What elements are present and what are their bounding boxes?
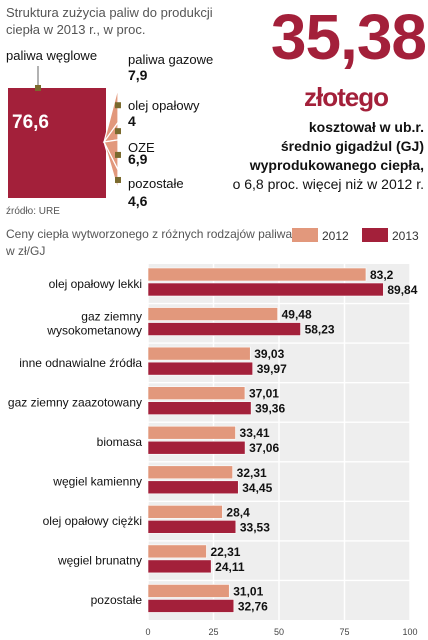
headline-line-1: kosztował w ub.r. — [308, 119, 424, 135]
bar-2013 — [147, 440, 246, 455]
pie-slice-0 — [8, 88, 106, 198]
bar-value-label: 39,36 — [255, 402, 285, 416]
category-label: węgiel kamienny — [52, 475, 142, 489]
category-label: olej opałowy lekki — [49, 277, 142, 291]
category-label: biomasa — [97, 435, 143, 449]
pie-marker — [115, 102, 121, 109]
x-tick-label: 0 — [145, 627, 150, 637]
pie-category-label: paliwa węglowe — [6, 48, 97, 63]
price-bar-chart: Ceny ciepła wytworzonego z różnych rodza… — [5, 227, 419, 637]
bar-value-label: 39,97 — [257, 362, 287, 376]
pie-marker — [115, 151, 121, 158]
category-label: węgiel brunatny — [57, 554, 142, 568]
bar-2012 — [147, 584, 230, 598]
headline-description: kosztował w ub.r. średnio gigadżul (GJ) … — [228, 118, 424, 194]
bar-2012 — [147, 425, 236, 440]
headline-line-3: wyprodukowanego ciepła, — [249, 157, 424, 173]
pie-category-label: OZE — [128, 140, 155, 155]
bar-2012 — [147, 346, 251, 361]
bar-title: Ceny ciepła wytworzonego z różnych rodza… — [6, 227, 292, 241]
bar-2013 — [147, 282, 384, 297]
bar-2012 — [147, 267, 367, 282]
pie-source: źródło: URE — [6, 206, 60, 217]
bar-value-label: 34,45 — [242, 481, 272, 495]
bar-2013 — [147, 520, 237, 534]
legend-swatch-2012 — [292, 228, 318, 242]
x-tick-label: 50 — [274, 627, 284, 637]
bar-value-label: 33,41 — [240, 426, 270, 440]
bar-2013 — [147, 559, 212, 574]
legend-label-2012: 2012 — [322, 229, 349, 243]
category-label: wysokometanowy — [46, 323, 142, 337]
bar-2012 — [147, 307, 278, 321]
pie-marker — [115, 128, 121, 135]
pie-value-label: 7,9 — [128, 67, 148, 83]
bar-value-label: 37,01 — [249, 387, 279, 401]
pie-title-line: ciepła w 2013 r., w proc. — [6, 22, 145, 37]
bar-value-label: 24,11 — [215, 560, 245, 574]
bar-2012 — [147, 544, 207, 559]
headline-value: 35,38 — [270, 1, 427, 73]
headline-unit: złotego — [304, 82, 389, 112]
category-label: inne odnawialne źródła — [19, 356, 142, 370]
pie-category-label: pozostałe — [128, 176, 184, 191]
fuel-structure-chart: Struktura zużycia paliw do produkcji ciep… — [6, 5, 213, 217]
pie-category-label: olej opałowy — [128, 98, 200, 113]
legend-label-2013: 2013 — [392, 229, 419, 243]
category-label: olej opałowy ciężki — [43, 514, 142, 528]
bar-2013 — [147, 599, 235, 613]
bar-value-label: 22,31 — [210, 545, 240, 559]
bar-2013 — [147, 361, 254, 376]
bar-2012 — [147, 386, 246, 400]
pie-value-label: 4,6 — [128, 193, 148, 209]
bar-value-label: 58,23 — [305, 323, 335, 337]
x-tick-label: 100 — [402, 627, 417, 637]
pie-value-label: 4 — [128, 113, 136, 129]
bar-2012 — [147, 505, 223, 519]
bar-2012 — [147, 465, 233, 480]
bar-value-label: 89,84 — [387, 283, 417, 297]
headline-line-2: średnio gigadżul (GJ) — [280, 138, 424, 154]
bar-value-label: 28,4 — [226, 505, 250, 519]
bar-2013 — [147, 322, 301, 336]
category-label: gaz ziemny zaazotowany — [8, 395, 142, 409]
bar-value-label: 32,31 — [237, 466, 267, 480]
x-tick-label: 25 — [208, 627, 218, 637]
headline-line-4: o 6,8 proc. więcej niż w 2012 r. — [232, 176, 424, 192]
pie-value-label: 76,6 — [12, 112, 49, 133]
pie-marker — [115, 176, 121, 183]
bar-value-label: 37,06 — [249, 441, 279, 455]
legend-swatch-2013 — [362, 228, 388, 242]
bar-value-label: 39,03 — [254, 347, 284, 361]
category-label: pozostałe — [91, 593, 143, 607]
category-label: gaz ziemny — [81, 309, 142, 323]
bar-2013 — [147, 480, 239, 495]
bar-value-label: 32,76 — [238, 599, 268, 613]
pie-title-line: Struktura zużycia paliw do produkcji — [6, 5, 213, 20]
bar-value-label: 33,53 — [240, 520, 270, 534]
x-tick-label: 75 — [339, 627, 349, 637]
bar-value-label: 83,2 — [370, 268, 394, 282]
bar-subtitle: w zł/GJ — [5, 244, 45, 258]
pie-marker — [35, 85, 41, 91]
bar-value-label: 49,48 — [282, 308, 312, 322]
bar-2013 — [147, 401, 252, 415]
bar-value-label: 31,01 — [233, 584, 263, 598]
pie-category-label: paliwa gazowe — [128, 52, 213, 67]
pie-value-label: 6,9 — [128, 151, 148, 167]
